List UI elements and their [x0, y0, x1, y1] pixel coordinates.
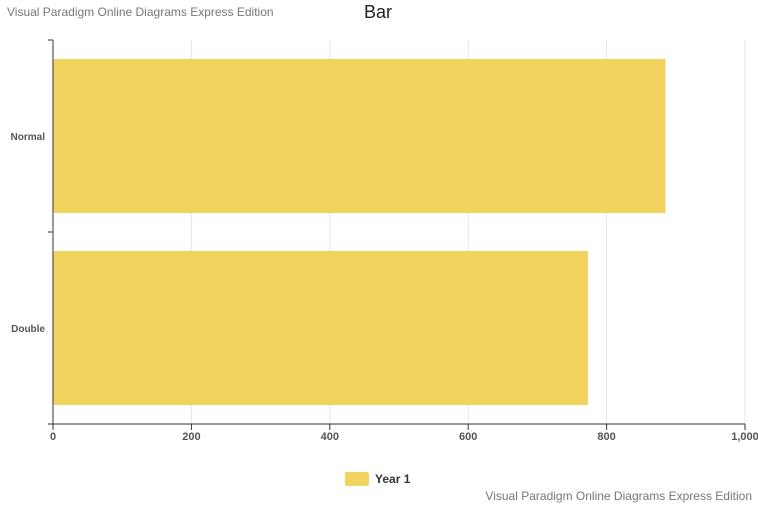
y-category-label: Normal [11, 132, 46, 143]
x-tick-label: 1,000 [731, 431, 758, 443]
bar-normal [53, 59, 666, 213]
legend: Year 1 [345, 472, 410, 486]
watermark-top: Visual Paradigm Online Diagrams Express … [7, 5, 274, 19]
bar-chart: 0 200 400 600 800 1,000 Normal Double [11, 39, 758, 443]
bar-double [53, 251, 588, 405]
x-tick-label: 0 [50, 431, 56, 443]
legend-label-year-1: Year 1 [375, 472, 411, 486]
x-tick-label: 200 [182, 431, 200, 443]
x-tick-label: 800 [597, 431, 615, 443]
x-tick-label: 600 [459, 431, 477, 443]
chart-title: Bar [363, 2, 392, 22]
x-tick-label: 400 [321, 431, 339, 443]
watermark-bottom: Visual Paradigm Online Diagrams Express … [485, 489, 752, 503]
y-category-label: Double [11, 324, 45, 335]
legend-swatch-year-1 [345, 472, 369, 486]
